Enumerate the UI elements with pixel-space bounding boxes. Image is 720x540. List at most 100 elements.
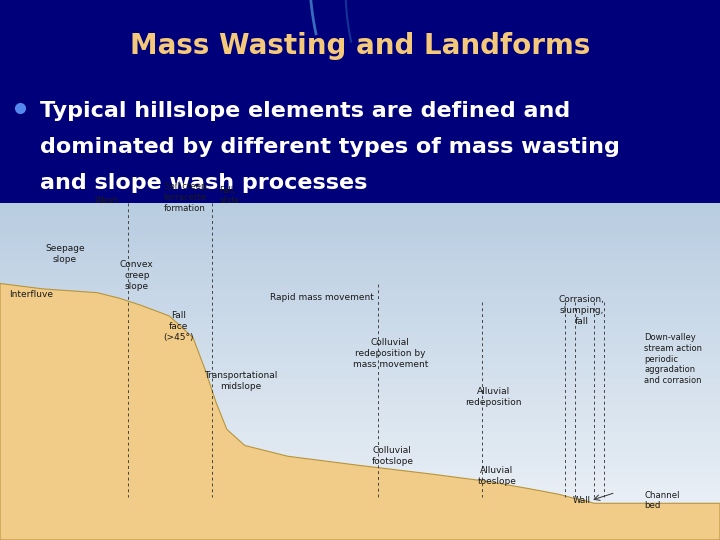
Bar [0, 256, 720, 263]
Text: Colluvial
footslope: Colluvial footslope [372, 447, 413, 466]
Bar [0, 372, 720, 378]
Bar [0, 15, 720, 20]
Bar [0, 405, 720, 411]
Bar [0, 378, 720, 384]
Bar [0, 172, 720, 177]
Bar [0, 162, 720, 167]
Bar [0, 465, 720, 472]
Bar [0, 202, 720, 209]
Bar [0, 330, 720, 338]
Bar [0, 330, 720, 338]
Bar [0, 446, 720, 453]
Bar [0, 91, 720, 96]
Bar [0, 284, 720, 291]
Bar [0, 297, 720, 303]
Bar [0, 534, 720, 540]
Bar [0, 30, 720, 36]
Bar [0, 486, 720, 492]
Bar [0, 102, 720, 106]
Bar [0, 364, 720, 372]
Bar [0, 198, 720, 202]
Bar [0, 276, 720, 284]
Bar [0, 20, 720, 25]
Bar [0, 459, 720, 465]
Bar [0, 500, 720, 507]
Bar [0, 480, 720, 486]
Bar [0, 418, 720, 426]
Bar [0, 411, 720, 418]
Bar [0, 126, 720, 132]
Bar [0, 216, 720, 223]
Bar [0, 526, 720, 534]
Bar [0, 338, 720, 345]
Bar [0, 209, 720, 216]
Bar [0, 453, 720, 459]
Text: Transportational
midslope: Transportational midslope [204, 371, 278, 390]
Bar [0, 237, 720, 243]
Bar [0, 392, 720, 399]
Bar [0, 519, 720, 526]
Bar [0, 222, 720, 230]
Text: and slope wash processes: and slope wash processes [40, 173, 367, 193]
Bar [0, 452, 720, 459]
Bar [0, 157, 720, 162]
Bar [0, 263, 720, 270]
Bar [0, 167, 720, 172]
Bar [0, 291, 720, 297]
Bar [0, 303, 720, 310]
Bar [0, 526, 720, 534]
Text: Fall
face
(>45°): Fall face (>45°) [163, 312, 194, 342]
Text: Soil creep,
terracette
formation: Soil creep, terracette formation [164, 183, 210, 213]
Bar [0, 284, 720, 291]
Bar [0, 317, 720, 324]
Bar [0, 147, 720, 152]
Bar [0, 56, 720, 60]
Text: Interfluve: Interfluve [9, 290, 53, 299]
Bar [0, 384, 720, 391]
Bar [0, 459, 720, 465]
Bar [0, 276, 720, 284]
Bar [0, 10, 720, 15]
Bar [0, 418, 720, 426]
Bar [0, 534, 720, 540]
Bar [0, 96, 720, 102]
Bar [0, 81, 720, 86]
Bar [0, 507, 720, 513]
Bar [0, 432, 720, 438]
Bar [0, 60, 720, 66]
Text: Seepage
slope: Seepage slope [45, 244, 85, 264]
Bar [0, 177, 720, 183]
Bar [0, 438, 720, 445]
Bar [0, 209, 720, 216]
Bar [0, 392, 720, 399]
Bar [0, 137, 720, 141]
Bar [0, 426, 720, 432]
Polygon shape [0, 284, 720, 540]
Bar [0, 0, 720, 5]
Text: Mass Wasting and Landforms: Mass Wasting and Landforms [130, 32, 590, 60]
Bar [0, 493, 720, 500]
Bar [0, 500, 720, 507]
Bar [0, 263, 720, 270]
Bar [0, 446, 720, 453]
Bar [0, 513, 720, 519]
Bar [0, 141, 720, 147]
Text: Fall,
slide: Fall, slide [220, 186, 240, 205]
Bar [0, 291, 720, 297]
Bar [0, 237, 720, 243]
Bar [0, 507, 720, 513]
Bar [0, 76, 720, 81]
Bar [0, 132, 720, 137]
Bar [0, 222, 720, 230]
Bar [0, 183, 720, 187]
Bar [0, 202, 720, 209]
Bar [0, 465, 720, 472]
Bar [0, 297, 720, 303]
Bar [0, 45, 720, 51]
Bar [0, 66, 720, 71]
Bar [0, 324, 720, 330]
Bar [0, 187, 720, 192]
Bar [0, 40, 720, 45]
Bar [0, 351, 720, 357]
Bar [0, 270, 720, 276]
